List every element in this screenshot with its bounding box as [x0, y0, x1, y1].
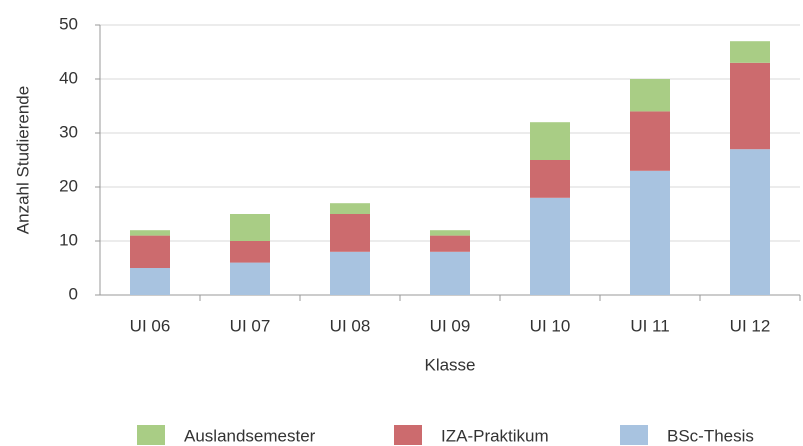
bar-segment: [430, 251, 470, 295]
legend-label: BSc-Thesis: [667, 426, 754, 445]
bar-segment: [630, 111, 670, 171]
y-tick-label: 30: [59, 122, 78, 141]
x-tick-label: UI 06: [130, 316, 171, 335]
y-tick-label: 0: [69, 284, 78, 303]
bar-segment: [330, 203, 370, 214]
bar-segment: [730, 62, 770, 150]
x-tick-label: UI 08: [330, 316, 371, 335]
legend-swatch: [137, 425, 165, 445]
bar-segment: [530, 160, 570, 198]
x-tick-label: UI 07: [230, 316, 271, 335]
bar-segment: [730, 41, 770, 63]
y-tick-label: 50: [59, 14, 78, 33]
legend-swatch: [620, 425, 648, 445]
bar-segment: [230, 262, 270, 295]
bar-segment: [130, 235, 170, 268]
bar-segment: [230, 241, 270, 263]
bar-segment: [430, 235, 470, 252]
x-tick-label: UI 12: [730, 316, 771, 335]
y-tick-label: 40: [59, 68, 78, 87]
legend-label: Auslandsemester: [184, 426, 316, 445]
bar-segment: [530, 197, 570, 295]
bar-segment: [130, 268, 170, 295]
x-axis-label: Klasse: [424, 355, 475, 374]
legend-swatch: [394, 425, 422, 445]
y-tick-label: 10: [59, 230, 78, 249]
y-tick-label: 20: [59, 176, 78, 195]
bar-segment: [730, 149, 770, 295]
bar-segment: [630, 170, 670, 295]
bar-segment: [230, 214, 270, 241]
legend-label: IZA-Praktikum: [441, 426, 549, 445]
bar-segment: [330, 214, 370, 252]
bar-segment: [630, 79, 670, 112]
y-axis-label: Anzahl Studierende: [13, 86, 32, 234]
bar-segment: [330, 251, 370, 295]
bar-segment: [430, 230, 470, 236]
x-tick-label: UI 10: [530, 316, 571, 335]
bar-segment: [130, 230, 170, 236]
bar-segment: [530, 122, 570, 160]
x-tick-label: UI 09: [430, 316, 471, 335]
x-tick-label: UI 11: [630, 316, 669, 335]
